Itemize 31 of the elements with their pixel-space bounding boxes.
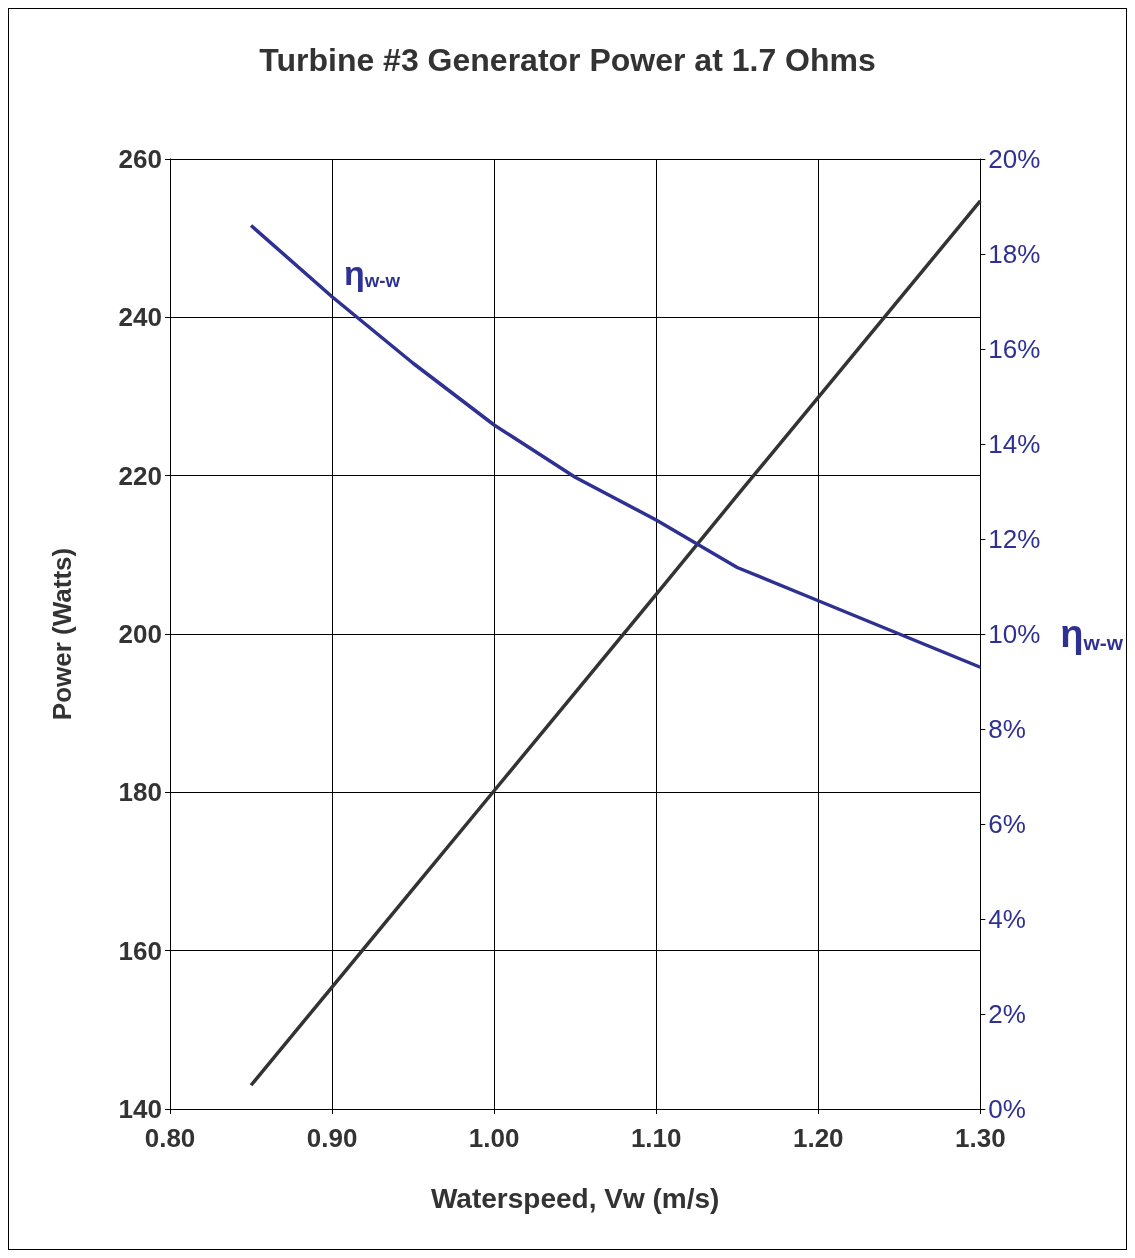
y2-tick-label: 4%	[988, 904, 1026, 934]
y-tick-label: 160	[118, 935, 162, 966]
y2-tick-label: 2%	[988, 999, 1026, 1029]
x-tick-label: 0.90	[306, 1123, 358, 1153]
x-tick-label: 1.30	[955, 1123, 1006, 1153]
y-tick-label: 240	[118, 302, 162, 333]
y2-tick-label: 6%	[988, 809, 1026, 839]
y2-tick-label: 10%	[988, 619, 1041, 649]
y-tick-label: 260	[118, 144, 162, 174]
y2-tick-label: 18%	[988, 239, 1041, 269]
y2-tick-label: 16%	[988, 334, 1041, 364]
y-tick-label: 140	[118, 1094, 162, 1124]
x-tick-label: 1.10	[630, 1123, 682, 1153]
y-tick-label: 220	[118, 460, 162, 491]
y-tick-label: 180	[118, 777, 162, 808]
y-tick-label: 200	[118, 619, 162, 649]
line-series	[249, 223, 983, 669]
x-tick-label: 0.80	[144, 1123, 196, 1153]
series-label: ηw-w	[344, 253, 401, 292]
x-tick-label: 1.00	[468, 1123, 520, 1153]
line-series	[249, 199, 983, 1087]
x-tick-label: 1.20	[792, 1123, 844, 1153]
x-axis-title: Waterspeed, Vw (m/s)	[430, 1182, 720, 1214]
y2-tick-label: 20%	[988, 144, 1041, 174]
y2-tick-label: 8%	[988, 714, 1026, 744]
y2-tick-label: 12%	[988, 524, 1041, 554]
y2-tick-label: 0%	[988, 1094, 1026, 1124]
y-axis-title: Power (Watts)	[47, 547, 77, 721]
y2-axis-title: ηw-w	[1060, 613, 1124, 655]
chart-title: Turbine #3 Generator Power at 1.7 Ohms	[259, 42, 876, 78]
y2-tick-label: 14%	[988, 429, 1041, 459]
